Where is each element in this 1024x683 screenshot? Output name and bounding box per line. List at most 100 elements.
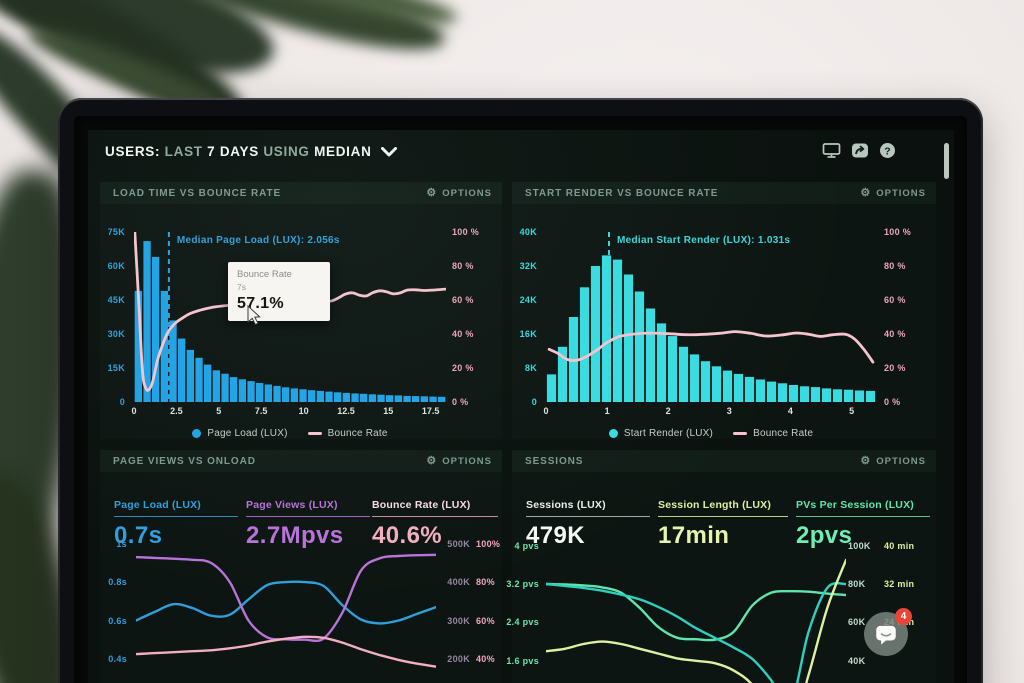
- chevron-down-icon: [380, 147, 397, 157]
- axis-tick: 0.8s: [108, 577, 127, 588]
- axis-tick: 200K: [447, 653, 470, 664]
- legend-line-swatch: [733, 432, 748, 435]
- metric-session-length: Session Length (LUX) 17min: [658, 499, 788, 550]
- share-icon[interactable]: [851, 142, 869, 159]
- axis-tick: 30K: [107, 329, 125, 339]
- median-page-load-annotation: Median Page Load (LUX): 2.056s: [176, 235, 340, 246]
- axis-tick: 500K: [447, 538, 470, 549]
- axis-tick: 60K: [848, 617, 866, 628]
- axis-tick: 15K: [107, 363, 125, 373]
- panel-page-views-vs-onload: PAGE VIEWS VS ONLOAD ⚙ OPTIONS Page Load …: [100, 450, 502, 683]
- page-title: USERS: LAST 7 DAYS USING MEDIAN: [105, 143, 372, 161]
- axis-tick: 60K: [107, 261, 125, 271]
- metric-bounce-rate: Bounce Rate (LUX) 40.6%: [372, 499, 498, 550]
- axis-tick: 8K: [524, 363, 537, 373]
- axis-tick: 80 %: [884, 261, 906, 271]
- axis-tick: 0 %: [452, 397, 469, 407]
- axis-tick: 4: [787, 406, 793, 416]
- x-axis: 0 1 2 3 4 5: [543, 406, 876, 418]
- axis-tick: 20 %: [452, 363, 474, 373]
- bounce-rate-tooltip: Bounce Rate 7s 57.1%: [228, 262, 330, 321]
- axis-tick: 100%: [476, 538, 501, 549]
- axis-tick: 1.6 pvs: [506, 655, 539, 666]
- chart-legend: Start Render (LUX) Bounce Rate: [546, 428, 876, 439]
- axis-tick: 40K: [848, 655, 866, 666]
- axis-tick: 1s: [116, 538, 127, 549]
- axis-tick: 12.5: [337, 406, 355, 416]
- title-part: USERS:: [105, 144, 161, 159]
- legend-item[interactable]: Start Render (LUX): [608, 428, 713, 439]
- panel-start-render-vs-bounce-rate: START RENDER VS BOUNCE RATE ⚙ OPTIONS 40K…: [512, 182, 936, 439]
- axis-tick: 400K: [447, 577, 470, 588]
- axis-tick: 100 %: [452, 227, 480, 237]
- axis-tick: 0.6s: [108, 615, 127, 626]
- load-time-histogram: [134, 232, 446, 402]
- axis-tick: 0.4s: [108, 653, 127, 664]
- panel-title: PAGE VIEWS VS ONLOAD: [113, 455, 256, 467]
- legend-item[interactable]: Bounce Rate: [307, 428, 388, 439]
- axis-tick: 300K: [447, 615, 470, 626]
- legend-line-swatch: [307, 432, 322, 435]
- options-button[interactable]: ⚙ OPTIONS: [860, 454, 926, 467]
- gear-icon: ⚙: [860, 454, 872, 467]
- scrollbar-thumb[interactable]: [944, 143, 949, 179]
- axis-tick: 40 %: [884, 329, 906, 339]
- axis-tick: 3: [726, 406, 732, 416]
- axis-tick: 4 pvs: [514, 540, 539, 551]
- axis-tick: 60 %: [452, 295, 474, 305]
- axis-tick: 40K: [519, 227, 537, 237]
- median-start-render-annotation: Median Start Render (LUX): 1.031s: [617, 235, 791, 246]
- axis-tick: 80K: [848, 579, 866, 589]
- chat-widget-button[interactable]: 4: [864, 608, 912, 656]
- title-part: LAST: [164, 144, 203, 159]
- metric-sessions: Sessions (LUX) 479K: [526, 499, 650, 550]
- users-range-dropdown[interactable]: USERS: LAST 7 DAYS USING MEDIAN: [105, 143, 397, 161]
- mouse-cursor: [247, 305, 261, 326]
- panel-title: START RENDER VS BOUNCE RATE: [525, 187, 719, 199]
- dashboard: USERS: LAST 7 DAYS USING MEDIAN ? LOAD T…: [88, 130, 954, 683]
- axis-tick: 100K: [848, 540, 871, 551]
- axis-tick: 60%: [476, 615, 495, 626]
- gear-icon: ⚙: [860, 186, 872, 199]
- metric-page-load: Page Load (LUX) 0.7s: [114, 499, 238, 550]
- chat-bubble-icon: [876, 625, 896, 645]
- svg-text:?: ?: [884, 145, 890, 157]
- axis-tick: 15: [383, 406, 394, 416]
- axis-tick: 2.4 pvs: [506, 617, 539, 628]
- metric-pvs-per-session: PVs Per Session (LUX) 2pvs: [796, 499, 930, 550]
- dashboard-topbar: USERS: LAST 7 DAYS USING MEDIAN ?: [88, 130, 954, 179]
- x-axis: 0 2.5 5 7.5 10 12.5 15 17.5: [131, 406, 446, 418]
- options-button[interactable]: ⚙ OPTIONS: [426, 186, 492, 199]
- axis-tick: 16K: [519, 329, 537, 339]
- axis-tick: 80%: [476, 577, 495, 588]
- start-render-histogram: [546, 232, 876, 402]
- axis-tick: 2.5: [170, 406, 183, 416]
- axis-tick: 0 %: [884, 397, 901, 407]
- gear-icon: ⚙: [426, 454, 438, 467]
- legend-item[interactable]: Page Load (LUX): [192, 428, 287, 439]
- title-part: 7 DAYS: [207, 144, 259, 159]
- help-icon[interactable]: ?: [879, 142, 896, 159]
- axis-tick: 100 %: [884, 227, 912, 237]
- axis-tick: 24K: [519, 295, 537, 305]
- options-button[interactable]: ⚙ OPTIONS: [426, 454, 492, 467]
- sessions-line-chart: [546, 558, 846, 683]
- axis-tick: 20 %: [884, 363, 906, 373]
- panel-load-time-vs-bounce-rate: LOAD TIME VS BOUNCE RATE ⚙ OPTIONS 75K 60K…: [100, 182, 502, 439]
- axis-tick: 0: [119, 397, 125, 407]
- display-icon[interactable]: [822, 142, 841, 159]
- axis-tick: 45K: [107, 295, 125, 305]
- axis-tick: 40 min: [884, 540, 915, 551]
- legend-item[interactable]: Bounce Rate: [733, 428, 813, 439]
- legend-dot-swatch: [608, 429, 618, 438]
- axis-tick: 5: [849, 406, 855, 416]
- tooltip-subtitle: 7s: [237, 282, 246, 292]
- axis-tick: 3.2 pvs: [506, 579, 539, 589]
- axis-tick: 80 %: [452, 261, 474, 271]
- axis-tick: 40 %: [452, 329, 474, 339]
- axis-tick: 5: [216, 406, 222, 416]
- axis-tick: 60 %: [884, 295, 906, 305]
- options-button[interactable]: ⚙ OPTIONS: [860, 186, 926, 199]
- metric-page-views: Page Views (LUX) 2.7Mpvs: [246, 499, 370, 550]
